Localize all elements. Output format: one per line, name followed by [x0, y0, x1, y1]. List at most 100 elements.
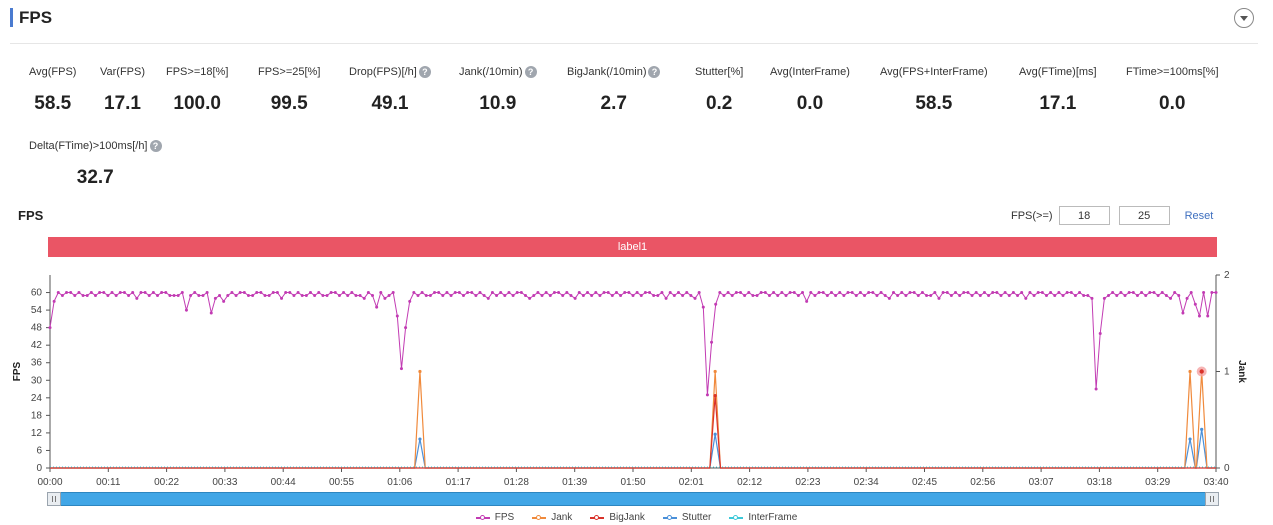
fps-point — [1094, 387, 1098, 391]
fps-point — [209, 311, 213, 315]
fps-point — [1202, 291, 1206, 295]
y-left-tick-label: 54 — [31, 305, 43, 316]
fps-point — [325, 293, 329, 297]
fps-point — [652, 293, 656, 297]
fps-point — [383, 296, 387, 300]
fps-point — [577, 291, 581, 295]
fps-point — [660, 291, 664, 295]
fps-point — [404, 326, 408, 330]
legend-label: InterFrame — [748, 512, 798, 523]
fps-point — [1090, 296, 1094, 300]
x-tick-label: 00:55 — [329, 477, 354, 488]
fps-point — [1061, 293, 1065, 297]
fps-point — [1065, 291, 1069, 295]
help-icon[interactable]: ? — [418, 66, 431, 78]
fps-point — [796, 293, 800, 297]
fps-point — [941, 291, 945, 295]
fps-threshold-high-input[interactable] — [1118, 206, 1170, 225]
section-header: FPS — [10, 0, 1258, 44]
stutter-series-point — [713, 432, 717, 436]
fps-point — [1119, 291, 1123, 295]
fps-point — [751, 293, 755, 297]
reset-link[interactable]: Reset — [1184, 209, 1214, 222]
fps-point — [954, 291, 958, 295]
fps-point — [259, 291, 263, 295]
fps-point — [858, 291, 862, 295]
fps-point — [60, 293, 64, 297]
fps-point — [590, 293, 594, 297]
fps-point — [974, 291, 978, 295]
help-icon[interactable]: ? — [648, 66, 661, 78]
fps-point — [354, 293, 358, 297]
slider-left-handle[interactable] — [47, 492, 61, 506]
fps-point — [127, 293, 131, 297]
fps-point — [565, 291, 569, 295]
collapse-toggle-icon[interactable] — [1234, 8, 1254, 28]
y-left-tick-label: 30 — [31, 375, 43, 386]
y-left-tick-label: 6 — [36, 445, 42, 456]
legend-item-jank[interactable]: Jank — [532, 512, 572, 523]
fps-point — [399, 367, 403, 371]
y-left-tick-label: 12 — [31, 428, 43, 439]
legend-item-interframe[interactable]: InterFrame — [729, 512, 797, 523]
fps-point — [1185, 296, 1189, 300]
legend-item-stutter[interactable]: Stutter — [662, 512, 711, 523]
fps-point — [151, 291, 155, 295]
legend-item-fps[interactable]: FPS — [475, 512, 514, 523]
metric-label: Avg(FPS) — [29, 66, 76, 78]
fps-point — [1160, 291, 1164, 295]
help-icon[interactable]: ? — [524, 66, 537, 78]
metric-item: FPS>=25[%] 99.5 — [258, 62, 320, 115]
fps-point — [863, 293, 867, 297]
fps-point — [867, 291, 871, 295]
fps-point — [557, 291, 561, 295]
fps-point — [280, 296, 284, 300]
fps-point — [1115, 293, 1119, 297]
metric-item: Var(FPS) 17.1 — [100, 62, 145, 115]
help-icon[interactable]: ? — [149, 140, 162, 152]
fps-point — [730, 293, 734, 297]
fps-point — [995, 291, 999, 295]
fps-point — [552, 291, 556, 295]
fps-point — [461, 293, 465, 297]
fps-point — [767, 293, 771, 297]
metric-label: Delta(FTime)>100ms[/h]? — [29, 140, 162, 152]
fps-threshold-low-input[interactable] — [1058, 206, 1110, 225]
fps-point — [1011, 291, 1015, 295]
fps-point — [362, 296, 366, 300]
fps-point — [829, 291, 833, 295]
legend-item-bigjank[interactable]: BigJank — [590, 512, 645, 523]
metric-label-text: Avg(FPS) — [29, 66, 77, 78]
fps-point — [482, 293, 486, 297]
fps-point — [916, 293, 920, 297]
fps-point — [705, 393, 709, 397]
slider-right-handle[interactable] — [1205, 492, 1219, 506]
chart-legend: FPS Jank BigJank Stutter InterFrame — [0, 512, 1273, 523]
x-tick-label: 03:29 — [1145, 477, 1170, 488]
x-tick-label: 01:39 — [562, 477, 587, 488]
fps-point — [226, 293, 230, 297]
fps-point — [528, 296, 532, 300]
fps-point — [507, 291, 511, 295]
time-range-slider[interactable] — [47, 492, 1219, 506]
legend-swatch — [475, 514, 490, 520]
fps-point — [143, 291, 147, 295]
fps-point — [371, 293, 375, 297]
fps-point — [586, 291, 590, 295]
fps-point — [900, 291, 904, 295]
fps-point — [722, 293, 726, 297]
fps-point — [896, 293, 900, 297]
label-bar[interactable]: label1 — [48, 237, 1217, 257]
metric-value: 17.1 — [104, 93, 141, 114]
fps-point — [739, 291, 743, 295]
fps-point — [106, 293, 110, 297]
fps-point — [395, 314, 399, 318]
fps-point — [834, 293, 838, 297]
fps-point — [763, 291, 767, 295]
x-tick-label: 00:00 — [37, 477, 62, 488]
fps-point — [987, 293, 991, 297]
fps-point — [73, 293, 77, 297]
fps-point — [734, 291, 738, 295]
fps-point — [1024, 296, 1028, 300]
